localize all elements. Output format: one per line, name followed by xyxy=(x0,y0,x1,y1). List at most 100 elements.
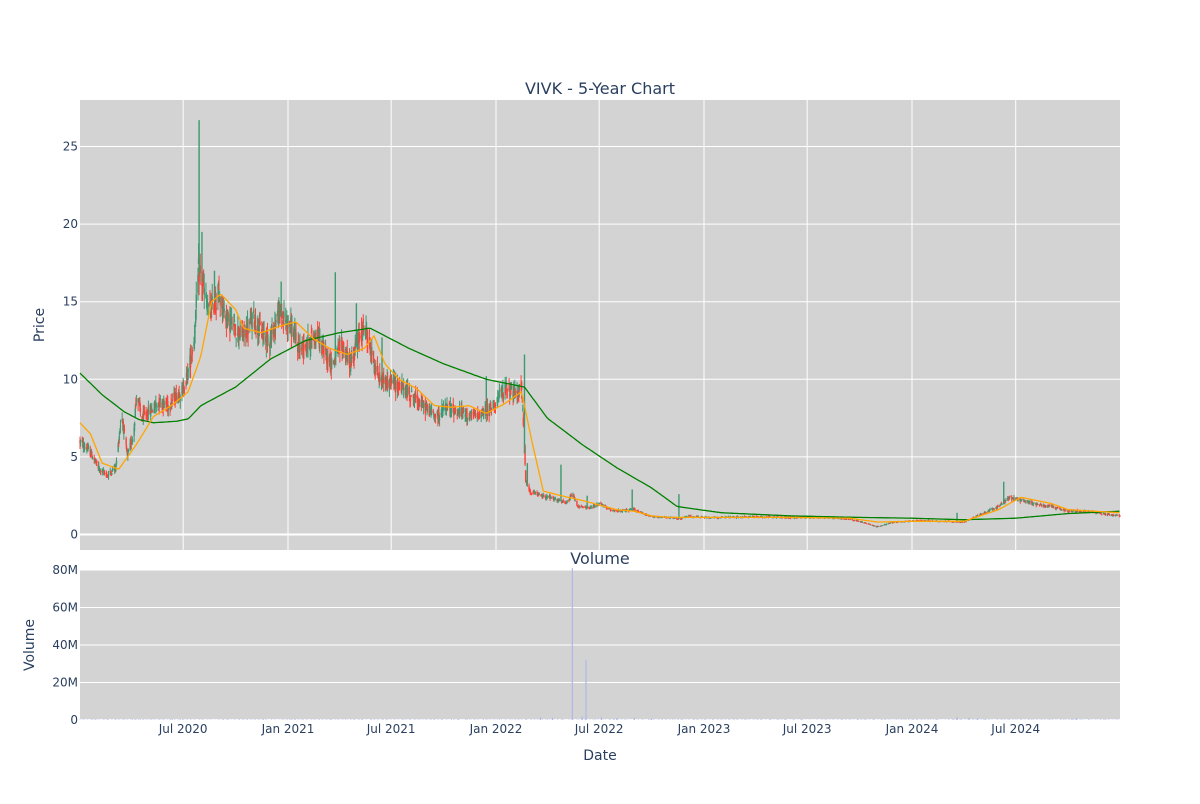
volume-bar xyxy=(794,719,795,720)
volume-bar xyxy=(126,719,127,720)
candle-body xyxy=(136,400,137,401)
volume-bar xyxy=(682,719,683,720)
candle-body xyxy=(519,384,520,390)
volume-bar xyxy=(770,719,771,720)
volume-bar xyxy=(801,719,802,720)
candle-body xyxy=(88,448,89,449)
volume-bar xyxy=(486,719,487,720)
volume-bar xyxy=(845,719,846,720)
volume-bar xyxy=(326,719,327,720)
volume-bar xyxy=(742,719,743,720)
volume-bar xyxy=(802,719,803,720)
candle-body xyxy=(419,400,420,401)
volume-bar xyxy=(1041,719,1042,720)
candle-body xyxy=(315,330,316,337)
volume-bar xyxy=(670,719,671,720)
candle-body xyxy=(196,295,197,308)
volume-bar xyxy=(983,719,984,720)
candle-body xyxy=(253,309,254,313)
volume-bar xyxy=(247,719,248,720)
candle-body xyxy=(563,501,564,503)
volume-bar xyxy=(458,719,459,720)
volume-bar xyxy=(778,719,779,720)
volume-bar xyxy=(821,719,822,720)
candle-body xyxy=(1045,506,1046,507)
volume-bar xyxy=(704,719,705,720)
candle-body xyxy=(407,385,408,395)
volume-bar xyxy=(123,719,124,720)
volume-bar xyxy=(115,719,116,720)
volume-bar xyxy=(162,719,163,720)
volume-bar xyxy=(1060,719,1061,720)
volume-bar xyxy=(948,719,949,720)
candle-body xyxy=(134,423,135,425)
candle-body xyxy=(590,506,591,508)
candle-body xyxy=(1049,506,1050,507)
candle-body xyxy=(239,325,240,338)
candle-body xyxy=(594,506,595,507)
volume-bar xyxy=(143,719,144,720)
volume-bar xyxy=(415,719,416,720)
volume-spike-bar xyxy=(977,718,978,720)
volume-bar xyxy=(95,719,96,720)
volume-bar xyxy=(295,719,296,720)
volume-bar xyxy=(833,719,834,720)
candle-body xyxy=(235,339,236,340)
volume-bar xyxy=(250,719,251,720)
candle-body xyxy=(410,398,411,401)
candle-body xyxy=(499,390,500,392)
volume-bar xyxy=(441,719,442,720)
volume-bar xyxy=(451,719,452,720)
candle-body xyxy=(259,322,260,325)
volume-bar xyxy=(1028,719,1029,720)
candle-body xyxy=(222,313,223,317)
candle-body xyxy=(1021,499,1022,500)
volume-bar xyxy=(371,719,372,720)
candle-body xyxy=(327,357,328,362)
candle-body xyxy=(535,492,536,495)
candle-body xyxy=(890,523,891,524)
candle-body xyxy=(522,409,523,410)
candle-body xyxy=(678,519,679,520)
candle-body xyxy=(1065,511,1066,512)
candle-body xyxy=(686,516,687,517)
candle-body xyxy=(399,383,400,384)
volume-bar xyxy=(784,719,785,720)
volume-bar xyxy=(959,719,960,720)
volume-bar xyxy=(167,719,168,720)
candle-body xyxy=(218,289,219,290)
volume-bar xyxy=(239,719,240,720)
candle-body xyxy=(307,335,308,348)
volume-bar xyxy=(1073,719,1074,720)
volume-bar xyxy=(861,719,862,720)
volume-bar xyxy=(592,719,593,720)
volume-bar xyxy=(1089,719,1090,720)
volume-bar xyxy=(518,719,519,720)
volume-bar xyxy=(850,719,851,720)
x-tick-label: Jul 2023 xyxy=(782,722,832,736)
candle-body xyxy=(363,319,364,324)
volume-bar xyxy=(563,719,564,720)
candle-body xyxy=(415,394,416,399)
candle-body xyxy=(100,471,101,472)
volume-bar xyxy=(881,719,882,720)
candle-body xyxy=(555,498,556,500)
price-y-tick-label: 10 xyxy=(63,372,78,386)
price-y-tick-label: 20 xyxy=(63,217,78,231)
volume-y-tick-label: 80M xyxy=(52,563,78,577)
candle-body xyxy=(119,436,120,440)
volume-bar xyxy=(409,719,410,720)
x-tick-label: Jul 2021 xyxy=(366,722,416,736)
volume-bar xyxy=(1103,719,1104,720)
volume-bar xyxy=(171,719,172,720)
volume-y-tick-label: 20M xyxy=(52,676,78,690)
candle-body xyxy=(878,526,879,527)
candle-body xyxy=(510,391,511,395)
volume-bar xyxy=(359,719,360,720)
candle-body xyxy=(208,304,209,307)
volume-spike-bar xyxy=(1076,718,1077,720)
volume-bar xyxy=(648,719,649,720)
x-tick-label: Jul 2022 xyxy=(574,722,624,736)
candle-body xyxy=(1069,511,1070,512)
candle-body xyxy=(108,475,109,478)
